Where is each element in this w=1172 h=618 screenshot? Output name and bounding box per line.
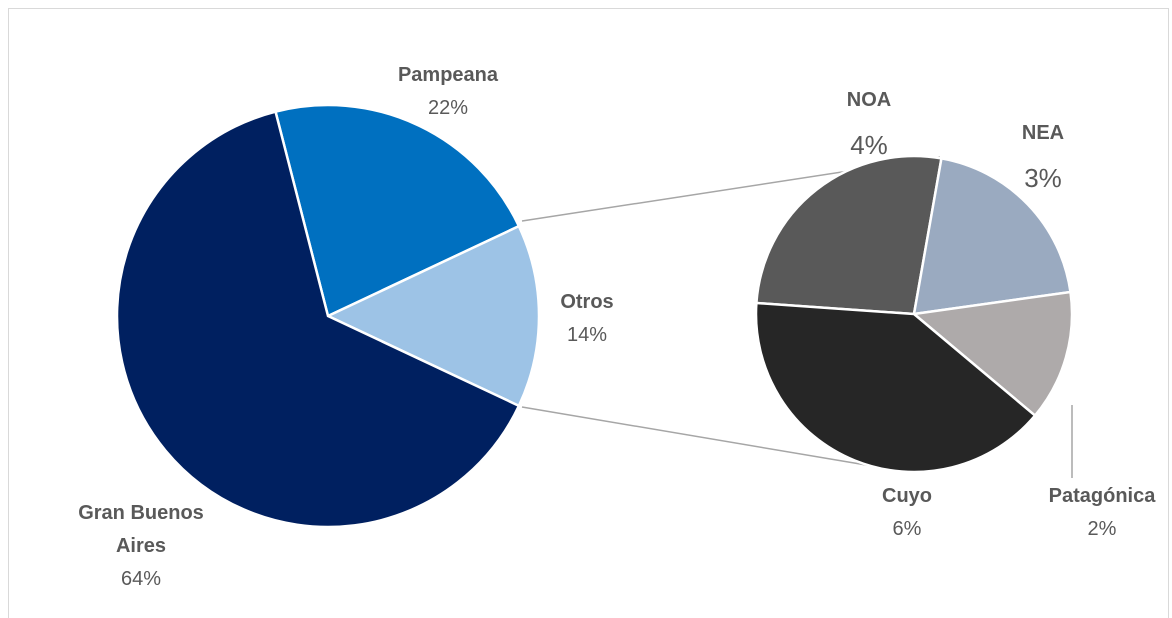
pie-slice <box>911 290 1074 418</box>
value-label: 22% <box>427 97 469 119</box>
data-label: NOA 4% <box>809 84 929 162</box>
category-label: NEA <box>1021 122 1065 144</box>
pie-slice <box>754 301 1037 474</box>
category-label: Otros <box>560 291 614 313</box>
pie-slice <box>325 224 541 408</box>
data-label: Cuyo 6% <box>847 480 967 546</box>
value-label: 14% <box>566 324 608 346</box>
pie-slice <box>912 156 1072 316</box>
category-label: Cuyo <box>882 485 932 507</box>
value-label: 4% <box>850 130 888 160</box>
category-label: Pampeana <box>397 64 499 86</box>
category-label: Gran Buenos Aires <box>78 502 204 557</box>
value-label: 6% <box>892 518 922 540</box>
data-label: Pampeana 22% <box>348 59 548 125</box>
connector <box>521 406 873 467</box>
value-label: 64% <box>120 568 162 590</box>
frame <box>8 8 1169 618</box>
data-label: Gran Buenos Aires 64% <box>56 497 226 596</box>
value-label: 3% <box>1024 163 1062 193</box>
data-label: NEA 3% <box>983 117 1103 195</box>
pie-slice <box>274 103 521 318</box>
pie-slice <box>115 110 521 529</box>
category-label: Patagónica <box>1048 485 1156 507</box>
pie-slice <box>755 154 943 316</box>
data-label: Patagónica 2% <box>1027 480 1172 546</box>
category-label: NOA <box>846 89 892 111</box>
data-label: Otros 14% <box>487 286 687 352</box>
value-label: 2% <box>1087 518 1117 540</box>
